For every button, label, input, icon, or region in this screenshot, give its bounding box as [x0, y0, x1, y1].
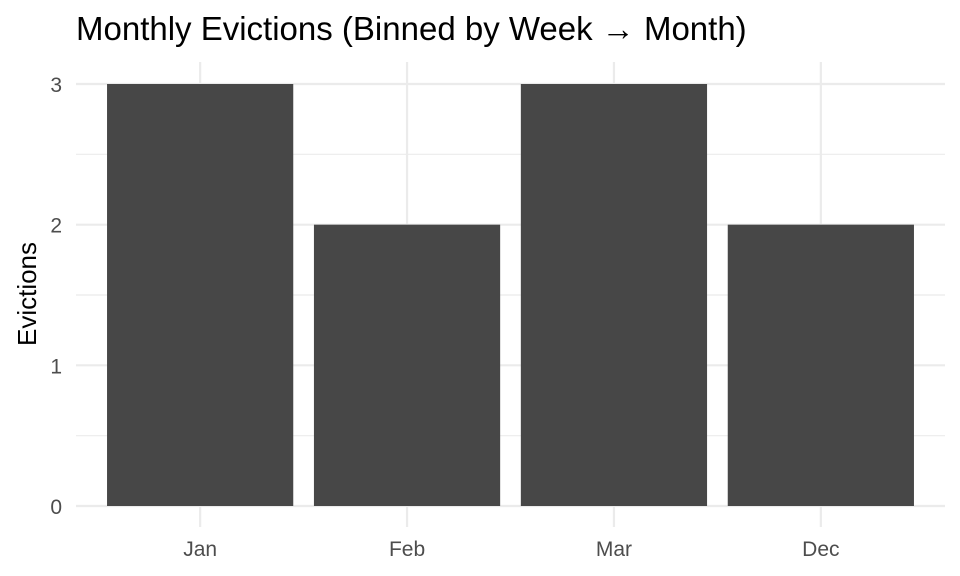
bar-dec — [727, 224, 914, 506]
x-tick-label: Jan — [183, 538, 217, 561]
y-tick-label: 0 — [50, 496, 62, 519]
x-tick-label: Feb — [389, 538, 425, 561]
bar-mar — [520, 84, 708, 506]
y-tick-label: 3 — [50, 74, 62, 97]
bars — [107, 84, 914, 506]
y-tick-label: 2 — [50, 215, 62, 238]
x-axis-ticks: Jan Feb Mar Dec — [183, 538, 839, 561]
bar-feb — [313, 224, 501, 506]
x-tick-label: Dec — [802, 538, 839, 561]
chart-title: Monthly Evictions (Binned by Week → Mont… — [76, 10, 747, 47]
bar-jan — [107, 84, 294, 506]
x-tick-label: Mar — [596, 538, 632, 561]
y-tick-label: 1 — [50, 355, 62, 378]
y-axis-ticks: 0 1 2 3 — [50, 74, 62, 519]
y-axis-label: Evictions — [12, 242, 42, 346]
